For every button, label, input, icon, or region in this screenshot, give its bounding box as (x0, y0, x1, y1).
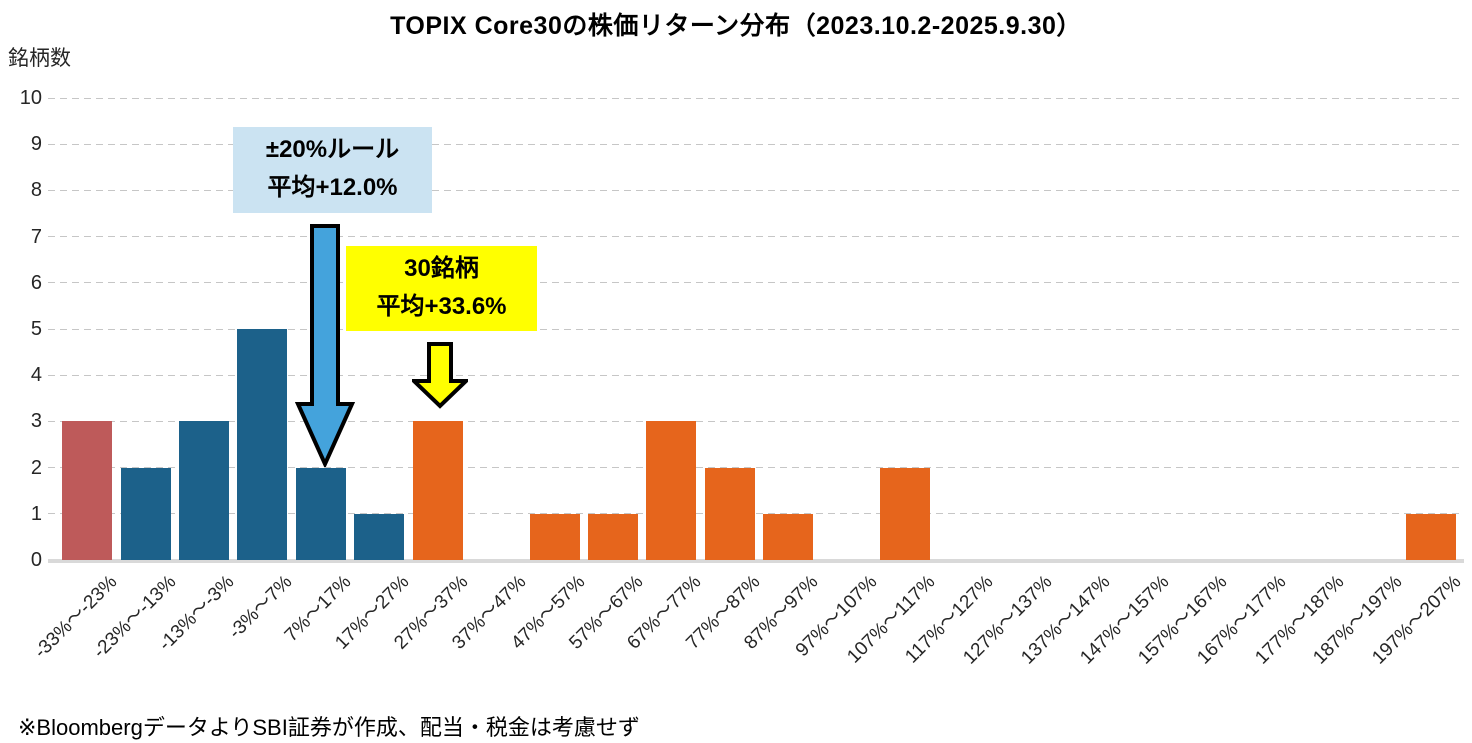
gridline-1 (48, 513, 1464, 515)
core30-annotation-line2: 平均+33.6% (376, 293, 507, 320)
bar-57%～67% (587, 513, 638, 560)
y-tick-label-4: 4 (30, 364, 42, 387)
y-tick-label-10: 10 (19, 87, 42, 109)
gridline-3 (48, 420, 1464, 422)
y-axis-unit-label: 銘柄数 (8, 47, 71, 70)
y-tick-label-3: 3 (30, 410, 42, 433)
bar-197%～207% (1405, 513, 1456, 560)
y-tick-label-6: 6 (30, 271, 42, 294)
core30-annotation-box: 30銘柄 平均+33.6% (346, 246, 537, 331)
bar-67%～77% (646, 421, 697, 560)
bar-87%～97% (763, 513, 814, 560)
core30-annotation-line1: 30銘柄 (404, 255, 479, 282)
rule-annotation-line2: 平均+12.0% (267, 174, 398, 201)
y-tick-label-5: 5 (30, 318, 42, 340)
gridline-8 (48, 189, 1464, 191)
y-tick-label-7: 7 (30, 225, 42, 248)
bar-7%～17% (295, 467, 346, 560)
y-tick-label-8: 8 (30, 179, 42, 202)
rule-annotation-line1: ±20%ルール (265, 136, 400, 163)
bar-107%～117% (880, 467, 931, 560)
core30-down-arrow-icon (412, 342, 468, 409)
gridline-10 (48, 97, 1464, 99)
bar--33%～-23% (62, 421, 113, 560)
gridline-9 (48, 143, 1464, 145)
bar--3%～7% (237, 329, 288, 560)
bar-77%～87% (704, 467, 755, 560)
y-tick-label-2: 2 (30, 456, 42, 479)
bar--13%～-3% (179, 421, 230, 560)
source-note: ※BloombergデータよりSBI証券が作成、配当・税金は考慮せず (18, 715, 640, 740)
rule-down-arrow-icon (295, 224, 355, 467)
chart-title: TOPIX Core30の株価リターン分布（2023.10.2-2025.9.3… (390, 12, 1082, 40)
y-tick-label-9: 9 (30, 133, 42, 156)
gridline-6 (48, 282, 1464, 284)
bar-27%～37% (412, 421, 463, 560)
y-tick-label-0: 0 (30, 549, 42, 571)
y-tick-label-1: 1 (30, 502, 42, 525)
x-axis-line (48, 559, 1464, 563)
bar-47%～57% (529, 513, 580, 560)
gridline-2 (48, 467, 1464, 469)
bar--23%～-13% (120, 467, 171, 560)
gridline-4 (48, 374, 1464, 376)
bar-17%～27% (354, 513, 405, 560)
rule-annotation-box: ±20%ルール 平均+12.0% (233, 127, 432, 213)
gridline-5 (48, 328, 1464, 330)
gridline-7 (48, 236, 1464, 238)
